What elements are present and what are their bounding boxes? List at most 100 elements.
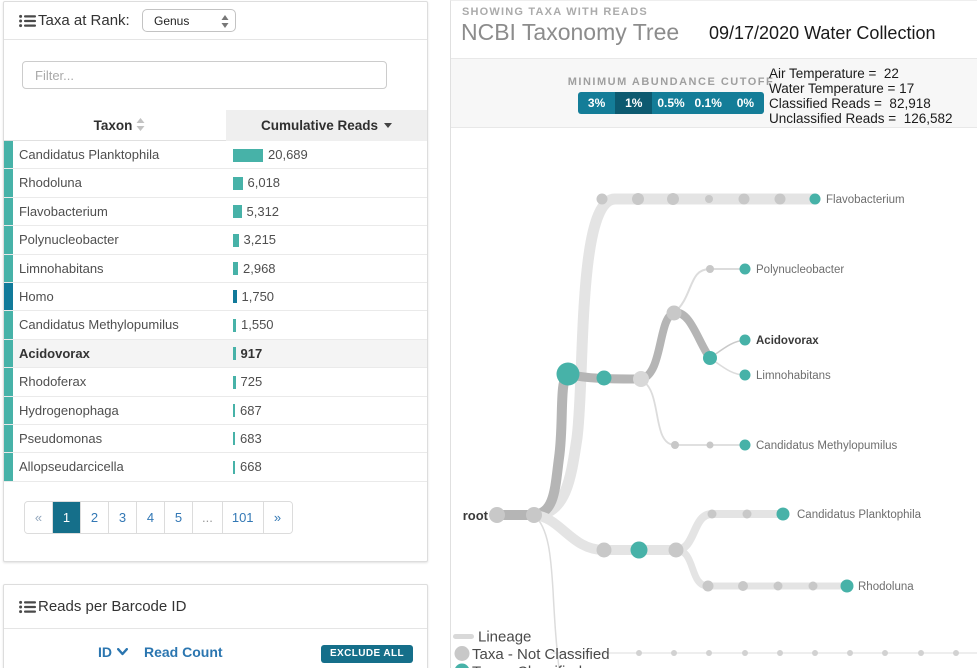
tree-node-unclassified[interactable] [706, 441, 714, 449]
tree-node-unclassified[interactable] [773, 581, 783, 591]
table-row[interactable]: Candidatus Planktophila 20,689 [4, 141, 427, 170]
tree-label[interactable]: Limnohabitans [756, 370, 831, 382]
tree-node-unclassified[interactable] [489, 507, 505, 523]
tree-node-small[interactable] [777, 650, 783, 656]
cutoff-label: MINIMUM ABUNDANCE CUTOFF [567, 76, 775, 88]
tree-node-unclassified[interactable] [671, 441, 679, 449]
tree-node-unclassified[interactable] [666, 305, 682, 321]
tree-node-classified[interactable] [596, 370, 612, 386]
tree-node-classified[interactable] [809, 193, 821, 205]
tree-node-unclassified[interactable] [774, 193, 786, 205]
page-button[interactable]: 5 [165, 502, 193, 533]
tree-node-small[interactable] [847, 650, 853, 656]
cutoff-button-0-5pct[interactable]: 0.5% [652, 92, 690, 114]
tree-node-unclassified[interactable] [707, 509, 717, 519]
cumulative-reads-column-header[interactable]: Cumulative Reads [226, 110, 427, 141]
rank-select[interactable]: Genus [142, 9, 236, 32]
table-row[interactable]: Limnohabitans 2,968 [4, 254, 427, 283]
tree-node-small[interactable] [742, 650, 748, 656]
filter-input[interactable] [22, 61, 387, 89]
taxon-column-header[interactable]: Taxon [13, 110, 226, 141]
reads-value: 3,215 [243, 232, 277, 248]
table-row[interactable]: Hydrogenophaga 687 [4, 396, 427, 425]
lineage-branch [637, 308, 714, 383]
page-button[interactable]: 1 [53, 502, 81, 533]
taxon-name: Candidatus Methylopumilus [19, 317, 179, 333]
page-next-button[interactable]: » [263, 502, 292, 533]
row-color-stripe [4, 282, 13, 311]
table-row[interactable]: Flavobacterium 5,312 [4, 197, 427, 227]
page-button[interactable]: 2 [81, 502, 109, 533]
tree-label[interactable]: Acidovorax [756, 335, 819, 347]
tree-node-unclassified[interactable] [702, 580, 714, 592]
tree-node-classified[interactable] [739, 263, 751, 275]
tree-node-unclassified[interactable] [738, 193, 750, 205]
page-prev-button[interactable]: « [25, 502, 53, 533]
reads-bar [233, 205, 242, 219]
tree-node-classified[interactable] [840, 579, 854, 593]
tree-node-small[interactable] [918, 650, 924, 656]
tree-node-unclassified[interactable] [668, 542, 684, 558]
tree-node-unclassified[interactable] [633, 371, 649, 387]
tree-node-classified[interactable] [776, 507, 790, 521]
tree-node-classified[interactable] [630, 541, 648, 559]
tree-node-small[interactable] [706, 650, 712, 656]
legend-unclassified-swatch [454, 646, 470, 661]
cutoff-button-3pct[interactable]: 3% [578, 92, 616, 114]
tree-node-unclassified[interactable] [705, 195, 713, 203]
tree-label[interactable]: Flavobacterium [826, 194, 905, 206]
taxa-table-body: Candidatus Planktophila 20,689 Rhodoluna 6,… [4, 141, 427, 482]
row-color-stripe [4, 226, 13, 254]
tree-node-classified[interactable] [739, 369, 751, 381]
table-row[interactable]: Allopseudarcicella 668 [4, 453, 427, 482]
cutoff-button-0-1pct[interactable]: 0.1% [689, 92, 727, 114]
tree-node-small[interactable] [812, 650, 818, 656]
table-row[interactable]: Acidovorax 917 [4, 339, 427, 369]
table-row[interactable]: Candidatus Methylopumilus 1,550 [4, 311, 427, 340]
tree-node-unclassified[interactable] [738, 581, 748, 591]
tree-label[interactable]: Rhodoluna [858, 581, 914, 593]
tree-node-unclassified[interactable] [526, 507, 542, 523]
exclude-all-button[interactable]: EXCLUDE ALL [320, 645, 413, 663]
tree-label[interactable]: Candidatus Planktophila [797, 509, 922, 521]
tree-label[interactable]: root [463, 508, 489, 523]
table-row[interactable]: Rhodoferax 725 [4, 368, 427, 397]
tree-label[interactable]: Polynucleobacter [756, 264, 844, 276]
read-count-sort-button[interactable]: Read Count [144, 644, 223, 660]
tree-node-small[interactable] [636, 650, 642, 656]
table-row[interactable]: Polynucleobacter 3,215 [4, 226, 427, 255]
tree-node-classified[interactable] [739, 439, 751, 451]
reads-bar [233, 176, 243, 190]
table-row[interactable]: Rhodoluna 6,018 [4, 169, 427, 198]
list-icon [19, 14, 36, 33]
barcode-card-header: Reads per Barcode ID [4, 585, 427, 629]
tree-node-unclassified[interactable] [706, 265, 714, 273]
tree-node-unclassified[interactable] [667, 193, 679, 205]
cutoff-button-1pct[interactable]: 1% [615, 92, 653, 114]
tree-node-small[interactable] [953, 650, 959, 656]
taxon-name: Rhodoluna [19, 175, 82, 191]
tree-node-unclassified[interactable] [632, 193, 644, 205]
page-button[interactable]: 101 [222, 502, 264, 533]
page-button[interactable]: 4 [137, 502, 165, 533]
id-sort-button[interactable]: ID [98, 644, 128, 660]
reads-bar [233, 262, 238, 276]
page-button[interactable]: ... [193, 502, 223, 533]
tree-node-small[interactable] [882, 650, 888, 656]
lineage-branch [492, 369, 573, 520]
tree-node-unclassified[interactable] [596, 542, 612, 558]
tree-node-unclassified[interactable] [808, 581, 818, 591]
table-row[interactable]: Homo 1,750 [4, 282, 427, 312]
tree-node-classified[interactable] [739, 334, 751, 346]
table-row[interactable]: Pseudomonas 683 [4, 424, 427, 454]
tree-node-classified[interactable] [556, 362, 580, 386]
reads-value: 725 [240, 374, 263, 390]
tree-label[interactable]: Candidatus Methylopumilus [756, 440, 898, 452]
cutoff-button-0pct[interactable]: 0% [726, 92, 764, 114]
tree-node-classified[interactable] [703, 351, 717, 365]
tree-node-unclassified[interactable] [596, 193, 608, 205]
tree-node-unclassified[interactable] [742, 509, 752, 519]
page-button[interactable]: 3 [109, 502, 137, 533]
abundance-cutoff-group: 3% 1% 0.5% 0.1% 0% [578, 92, 764, 114]
tree-node-small[interactable] [671, 650, 677, 656]
